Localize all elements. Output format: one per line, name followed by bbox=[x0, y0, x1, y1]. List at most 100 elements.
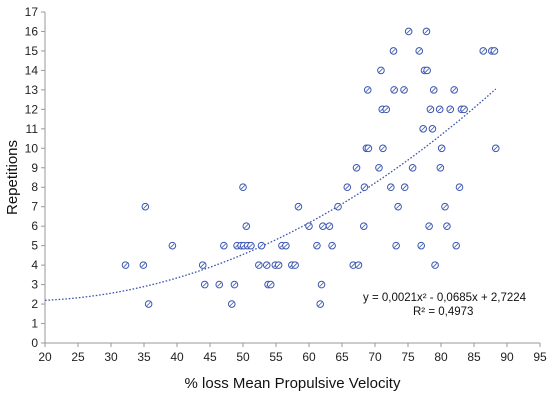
data-point-hatch bbox=[481, 48, 486, 54]
x-tick-label: 75 bbox=[401, 350, 415, 364]
y-tick-label: 11 bbox=[26, 122, 39, 136]
trend-equation: y = 0,0021x² - 0,0685x + 2,7224 bbox=[363, 292, 527, 304]
data-point-hatch bbox=[376, 165, 382, 170]
data-point-hatch bbox=[240, 185, 246, 190]
y-tick-label: 9 bbox=[31, 161, 38, 175]
y-tick-label: 12 bbox=[25, 102, 39, 116]
data-point-hatch bbox=[428, 107, 433, 112]
x-tick-label: 60 bbox=[302, 350, 316, 364]
data-point-hatch bbox=[384, 107, 389, 112]
data-point-hatch bbox=[345, 185, 350, 190]
data-point-hatch bbox=[452, 87, 457, 92]
data-point-hatch bbox=[442, 204, 448, 209]
data-point-hatch bbox=[170, 243, 175, 248]
data-point-hatch bbox=[256, 263, 261, 268]
data-point-hatch bbox=[439, 146, 444, 151]
y-tick-label: 3 bbox=[31, 278, 38, 292]
x-tick-label: 55 bbox=[269, 350, 283, 364]
data-point-hatch bbox=[314, 243, 320, 248]
y-tick-label: 16 bbox=[25, 24, 39, 38]
data-point-hatch bbox=[293, 263, 298, 268]
data-points bbox=[121, 27, 500, 308]
data-point-hatch bbox=[378, 68, 384, 73]
data-point-hatch bbox=[396, 204, 401, 209]
data-point-hatch bbox=[392, 87, 397, 92]
data-point-hatch bbox=[200, 263, 205, 268]
data-point-hatch bbox=[248, 243, 254, 248]
y-tick-label: 6 bbox=[31, 219, 38, 233]
data-point-hatch bbox=[351, 263, 356, 268]
data-point-hatch bbox=[421, 126, 426, 131]
data-point-hatch bbox=[432, 263, 438, 268]
data-point-hatch bbox=[437, 107, 442, 112]
data-point-hatch bbox=[427, 224, 432, 229]
data-point-hatch bbox=[457, 185, 462, 190]
data-point-hatch bbox=[221, 243, 226, 248]
y-tick-label: 4 bbox=[31, 258, 38, 272]
data-point-hatch bbox=[217, 282, 222, 287]
y-tick-label: 10 bbox=[25, 141, 39, 155]
data-point-hatch bbox=[361, 224, 366, 229]
trend-r-squared: R² = 0,4973 bbox=[413, 306, 473, 318]
data-point-hatch bbox=[264, 263, 269, 268]
y-tick-label: 14 bbox=[25, 63, 39, 77]
y-axis-title: Repetitions bbox=[4, 140, 21, 215]
x-tick-label: 35 bbox=[137, 350, 151, 364]
data-point-hatch bbox=[444, 224, 450, 229]
data-point-hatch bbox=[232, 282, 237, 287]
y-tick-label: 0 bbox=[31, 336, 38, 350]
data-point-hatch bbox=[430, 126, 435, 131]
x-tick-label: 90 bbox=[500, 350, 514, 364]
data-point-hatch bbox=[327, 224, 332, 229]
x-tick-label: 70 bbox=[368, 350, 382, 364]
data-point-hatch bbox=[402, 185, 407, 190]
x-tick-label: 95 bbox=[533, 350, 547, 364]
data-point-hatch bbox=[296, 204, 301, 209]
y-tick-label: 5 bbox=[31, 239, 38, 253]
data-point-hatch bbox=[362, 185, 367, 190]
data-point-hatch bbox=[276, 263, 281, 268]
data-point-hatch bbox=[493, 146, 498, 151]
y-tick-label: 13 bbox=[25, 83, 39, 97]
data-point-hatch bbox=[202, 282, 207, 287]
data-point-hatch bbox=[354, 165, 359, 170]
data-point-hatch bbox=[244, 224, 249, 229]
x-tick-label: 20 bbox=[38, 350, 52, 364]
trend-line bbox=[44, 88, 497, 301]
data-point-hatch bbox=[454, 243, 459, 248]
data-point-hatch bbox=[448, 107, 453, 112]
x-tick-label: 50 bbox=[236, 350, 250, 364]
data-point-hatch bbox=[424, 29, 429, 34]
data-point-hatch bbox=[306, 224, 312, 229]
y-tick-label: 8 bbox=[31, 180, 38, 194]
data-point-hatch bbox=[259, 243, 264, 248]
x-tick-label: 30 bbox=[104, 350, 118, 364]
data-point-hatch bbox=[356, 263, 361, 268]
data-point-hatch bbox=[318, 301, 323, 307]
data-point-hatch bbox=[366, 146, 371, 151]
x-axis-title: % loss Mean Propulsive Velocity bbox=[185, 375, 401, 392]
y-tick-label: 15 bbox=[25, 44, 39, 58]
x-tick-group: 20 25 30 35 40 45 50 55 60 65 70 75 80 85 90 95 bbox=[38, 343, 547, 364]
y-tick-label: 1 bbox=[31, 317, 38, 331]
x-tick-label: 25 bbox=[71, 350, 85, 364]
data-point-hatch bbox=[146, 301, 151, 307]
data-point-hatch bbox=[401, 87, 407, 92]
data-point-hatch bbox=[123, 263, 128, 268]
x-tick-label: 45 bbox=[203, 350, 217, 364]
data-point-hatch bbox=[388, 185, 393, 190]
data-point-hatch bbox=[143, 204, 148, 209]
data-point-hatch bbox=[320, 224, 325, 229]
x-tick-label: 40 bbox=[170, 350, 184, 364]
data-point-hatch bbox=[335, 204, 341, 209]
data-point-hatch bbox=[410, 165, 415, 170]
data-point-hatch bbox=[438, 165, 443, 170]
data-point-hatch bbox=[394, 243, 399, 248]
x-tick-label: 80 bbox=[434, 350, 448, 364]
y-tick-label: 7 bbox=[31, 200, 38, 214]
data-point-hatch bbox=[492, 48, 497, 54]
data-point-hatch bbox=[462, 107, 467, 112]
data-point-hatch bbox=[365, 87, 370, 92]
